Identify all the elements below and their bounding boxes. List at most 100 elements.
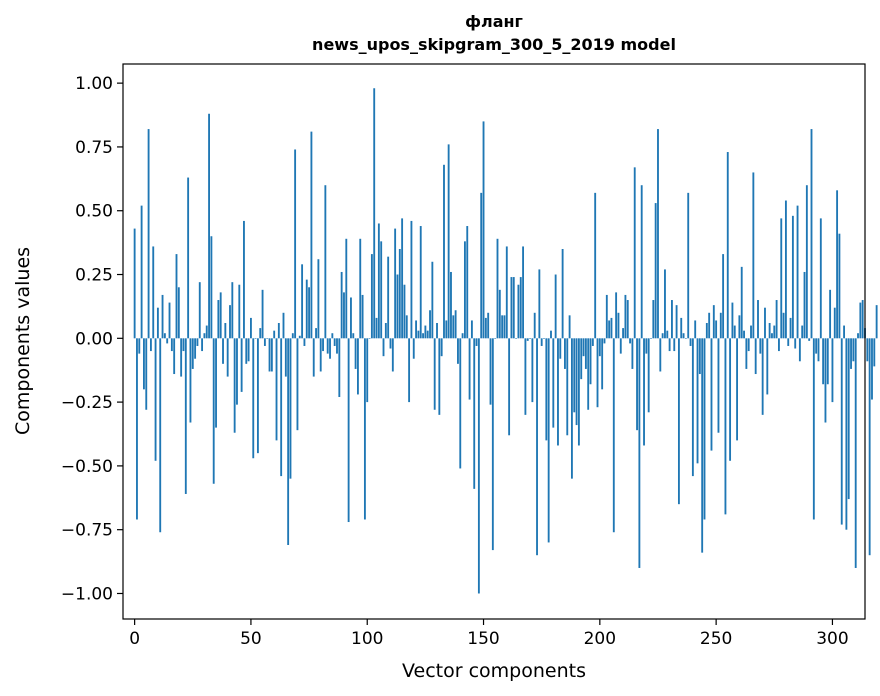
bar-73 [303, 338, 306, 346]
bar-57 [266, 338, 269, 339]
bar-231 [671, 300, 673, 339]
bar-225 [657, 129, 659, 339]
bar-273 [768, 323, 771, 339]
bar-146 [473, 338, 476, 489]
bar-287 [801, 325, 804, 339]
bar-0 [133, 228, 136, 339]
bar-189 [573, 338, 576, 413]
bar-309 [852, 338, 855, 362]
bar-80 [319, 338, 322, 372]
bar-154 [491, 338, 494, 551]
bar-89 [340, 271, 343, 339]
bar-288 [803, 271, 806, 339]
bar-78 [315, 328, 317, 339]
bar-3 [140, 205, 143, 339]
bar-152 [487, 312, 490, 339]
bar-289 [805, 185, 808, 339]
bar-188 [570, 338, 573, 479]
bar-223 [652, 300, 655, 339]
bar-43 [233, 338, 236, 433]
chart-title: фланг [465, 12, 523, 31]
bar-249 [712, 305, 715, 339]
bar-305 [843, 325, 845, 339]
bar-208 [617, 312, 620, 339]
bar-206 [612, 338, 615, 533]
bar-286 [798, 338, 801, 362]
bar-128 [431, 261, 434, 339]
bar-243 [698, 338, 701, 375]
bar-282 [789, 317, 792, 339]
bar-88 [338, 338, 341, 397]
bar-114 [398, 249, 401, 339]
bar-242 [696, 338, 699, 464]
bar-36 [217, 300, 220, 339]
bar-270 [761, 338, 764, 415]
bar-211 [624, 294, 627, 339]
bar-39 [224, 323, 227, 339]
bar-15 [168, 302, 171, 339]
bar-267 [754, 338, 757, 375]
bar-204 [608, 320, 611, 339]
bar-302 [836, 190, 839, 339]
bar-98 [361, 294, 364, 339]
bar-209 [619, 338, 622, 354]
bar-37 [219, 292, 222, 339]
bar-310 [854, 338, 857, 568]
bar-247 [708, 312, 711, 339]
bar-83 [326, 338, 329, 354]
y-tick-label: −0.75 [61, 521, 113, 541]
bar-181 [554, 274, 557, 339]
bar-68 [291, 333, 294, 339]
bar-155 [494, 338, 497, 339]
bar-177 [545, 338, 548, 441]
bar-281 [787, 338, 790, 346]
bar-47 [243, 220, 245, 339]
bar-33 [210, 236, 213, 339]
bar-221 [647, 338, 650, 413]
bar-186 [566, 338, 569, 436]
bar-6 [147, 129, 150, 339]
bar-166 [519, 277, 522, 339]
bar-26 [194, 338, 197, 359]
bar-24 [189, 338, 192, 423]
bar-25 [191, 338, 194, 369]
bar-234 [677, 338, 680, 505]
bar-63 [280, 338, 283, 477]
bar-264 [747, 338, 750, 352]
bar-263 [745, 338, 748, 369]
bar-168 [524, 338, 527, 415]
bar-276 [775, 300, 778, 339]
bar-99 [363, 338, 366, 520]
bar-103 [373, 88, 376, 339]
bar-316 [868, 338, 871, 556]
bar-196 [589, 338, 592, 385]
bar-210 [622, 328, 625, 339]
bar-265 [750, 325, 752, 339]
bar-254 [724, 338, 727, 515]
bar-300 [831, 338, 834, 403]
bar-34 [212, 338, 215, 484]
bar-261 [740, 266, 743, 339]
bar-161 [508, 338, 511, 436]
bar-222 [650, 338, 652, 339]
bar-117 [405, 315, 408, 339]
bar-275 [773, 325, 776, 339]
bar-77 [312, 338, 315, 377]
bar-84 [329, 338, 331, 359]
bar-series [133, 88, 878, 594]
bar-137 [452, 315, 455, 339]
y-tick-label: −0.50 [61, 457, 113, 477]
bar-116 [403, 284, 406, 339]
bar-252 [719, 312, 722, 339]
bar-207 [615, 292, 618, 339]
bar-220 [645, 338, 648, 354]
bar-194 [584, 338, 587, 369]
plot-frame [122, 63, 866, 620]
bar-142 [463, 241, 466, 339]
bar-82 [324, 185, 327, 339]
bar-134 [445, 320, 448, 339]
bar-109 [387, 256, 390, 339]
bar-135 [447, 144, 450, 339]
bar-40 [226, 338, 229, 377]
y-tick-label: −1.00 [61, 584, 113, 604]
